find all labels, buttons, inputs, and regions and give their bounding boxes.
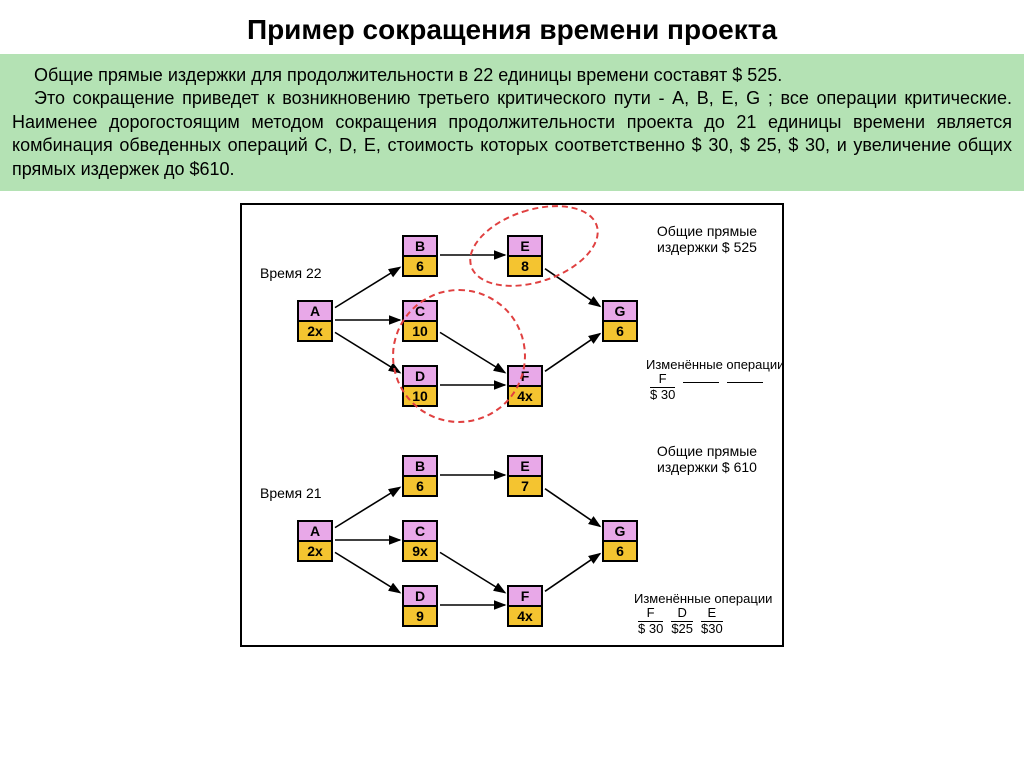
node-A: A2x xyxy=(297,520,333,562)
changed-ops-1: Изменённые операцииF$ 30 xyxy=(646,357,776,403)
changed-ops-2: Изменённые операцииF$ 30D$25E$30 xyxy=(634,591,784,637)
node-G: G6 xyxy=(602,300,638,342)
page-title: Пример сокращения времени проекта xyxy=(0,0,1024,54)
label: Общие прямые издержки $ 610 xyxy=(642,443,772,475)
label: Общие прямые издержки $ 525 xyxy=(642,223,772,255)
description-box: Общие прямые издержки для продолжительно… xyxy=(0,54,1024,191)
node-G: G6 xyxy=(602,520,638,562)
network-figure: A2xB6C10D10E8F4xG6Время 22Общие прямые и… xyxy=(240,203,784,647)
paragraph-1: Общие прямые издержки для продолжительно… xyxy=(12,64,1012,87)
node-B: B6 xyxy=(402,455,438,497)
figure-wrap: A2xB6C10D10E8F4xG6Время 22Общие прямые и… xyxy=(0,191,1024,652)
node-B: B6 xyxy=(402,235,438,277)
node-D: D9 xyxy=(402,585,438,627)
node-F: F4x xyxy=(507,585,543,627)
paragraph-2: Это сокращение приведет к возникновению … xyxy=(12,87,1012,181)
highlight-ellipse xyxy=(459,190,609,302)
node-A: A2x xyxy=(297,300,333,342)
label: Время 21 xyxy=(260,485,322,501)
highlight-ellipse xyxy=(392,289,526,423)
node-E: E7 xyxy=(507,455,543,497)
label: Время 22 xyxy=(260,265,322,281)
node-C: C9x xyxy=(402,520,438,562)
